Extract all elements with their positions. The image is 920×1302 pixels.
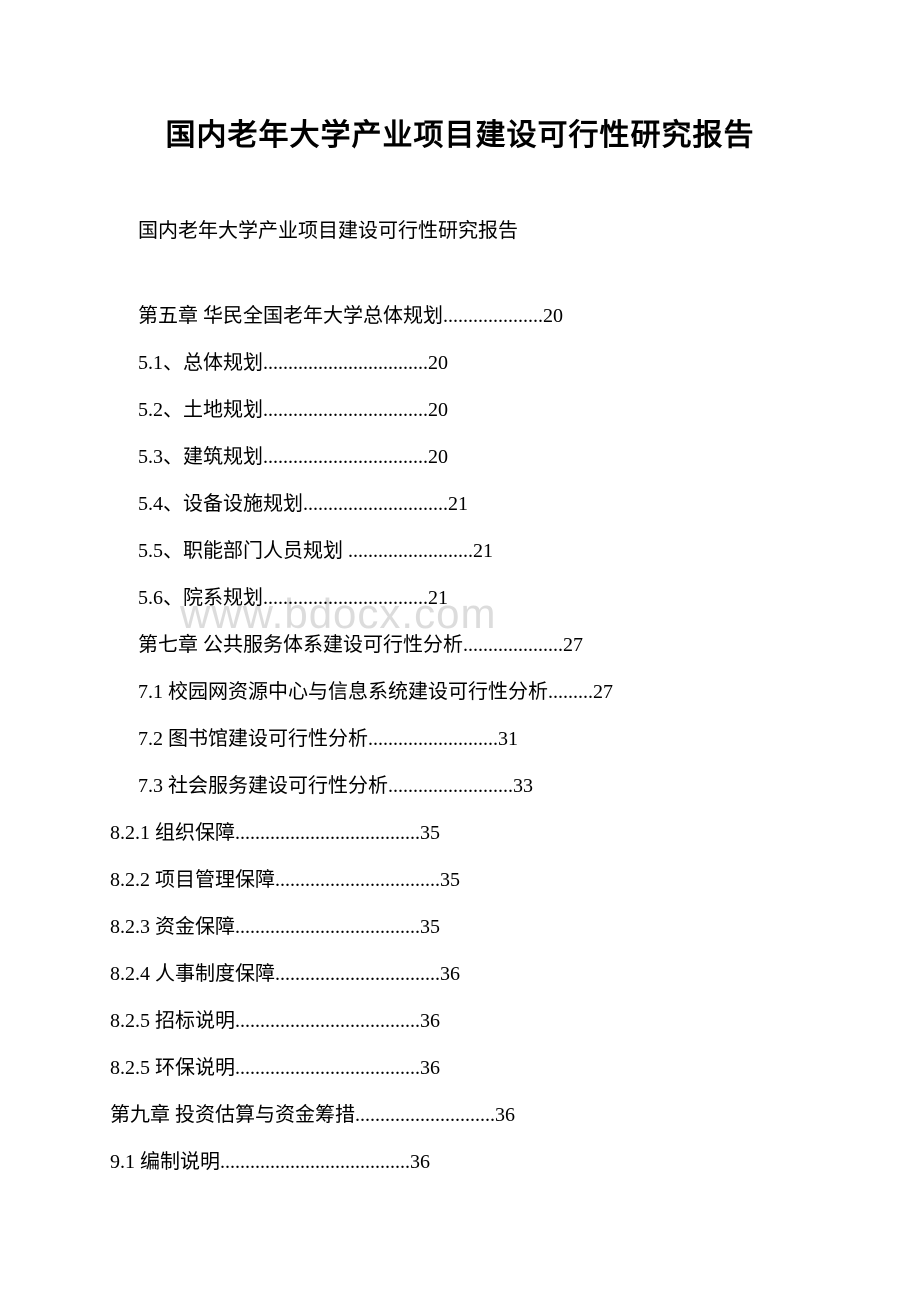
- toc-entry: 7.3 社会服务建设可行性分析.........................…: [138, 763, 810, 810]
- toc-entry: 第五章 华民全国老年大学总体规划....................20: [138, 293, 810, 340]
- document-title: 国内老年大学产业项目建设可行性研究报告: [110, 110, 810, 154]
- toc-entry: 5.3、建筑规划................................…: [138, 434, 810, 481]
- toc-entry: 7.2 图书馆建设可行性分析..........................…: [138, 716, 810, 763]
- toc-entry: 5.4、设备设施规划.............................2…: [138, 481, 810, 528]
- toc-entry: 9.1 编制说明................................…: [110, 1139, 810, 1186]
- toc-entry: 5.2、土地规划................................…: [138, 387, 810, 434]
- toc-section-outdented: 8.2.1 组织保障..............................…: [110, 810, 810, 1186]
- toc-entry: 8.2.2 项目管理保障............................…: [110, 857, 810, 904]
- toc-entry: 5.1、总体规划................................…: [138, 340, 810, 387]
- toc-entry: 5.6、院系规划................................…: [138, 575, 810, 622]
- toc-section-indented: 第五章 华民全国老年大学总体规划....................20 5…: [110, 293, 810, 810]
- document-content: 国内老年大学产业项目建设可行性研究报告 国内老年大学产业项目建设可行性研究报告 …: [110, 110, 810, 1186]
- toc-entry: 8.2.1 组织保障..............................…: [110, 810, 810, 857]
- document-subtitle: 国内老年大学产业项目建设可行性研究报告: [110, 214, 810, 243]
- toc-entry: 8.2.3 资金保障..............................…: [110, 904, 810, 951]
- toc-entry: 第七章 公共服务体系建设可行性分析....................27: [138, 622, 810, 669]
- toc-entry: 8.2.5 招标说明..............................…: [110, 998, 810, 1045]
- toc-entry: 8.2.4 人事制度保障............................…: [110, 951, 810, 998]
- toc-entry: 5.5、职能部门人员规划 .........................21: [138, 528, 810, 575]
- toc-entry: 8.2.5 环保说明..............................…: [110, 1045, 810, 1092]
- toc-entry: 第九章 投资估算与资金筹措...........................…: [110, 1092, 810, 1139]
- toc-entry: 7.1 校园网资源中心与信息系统建设可行性分析.........27: [138, 669, 810, 716]
